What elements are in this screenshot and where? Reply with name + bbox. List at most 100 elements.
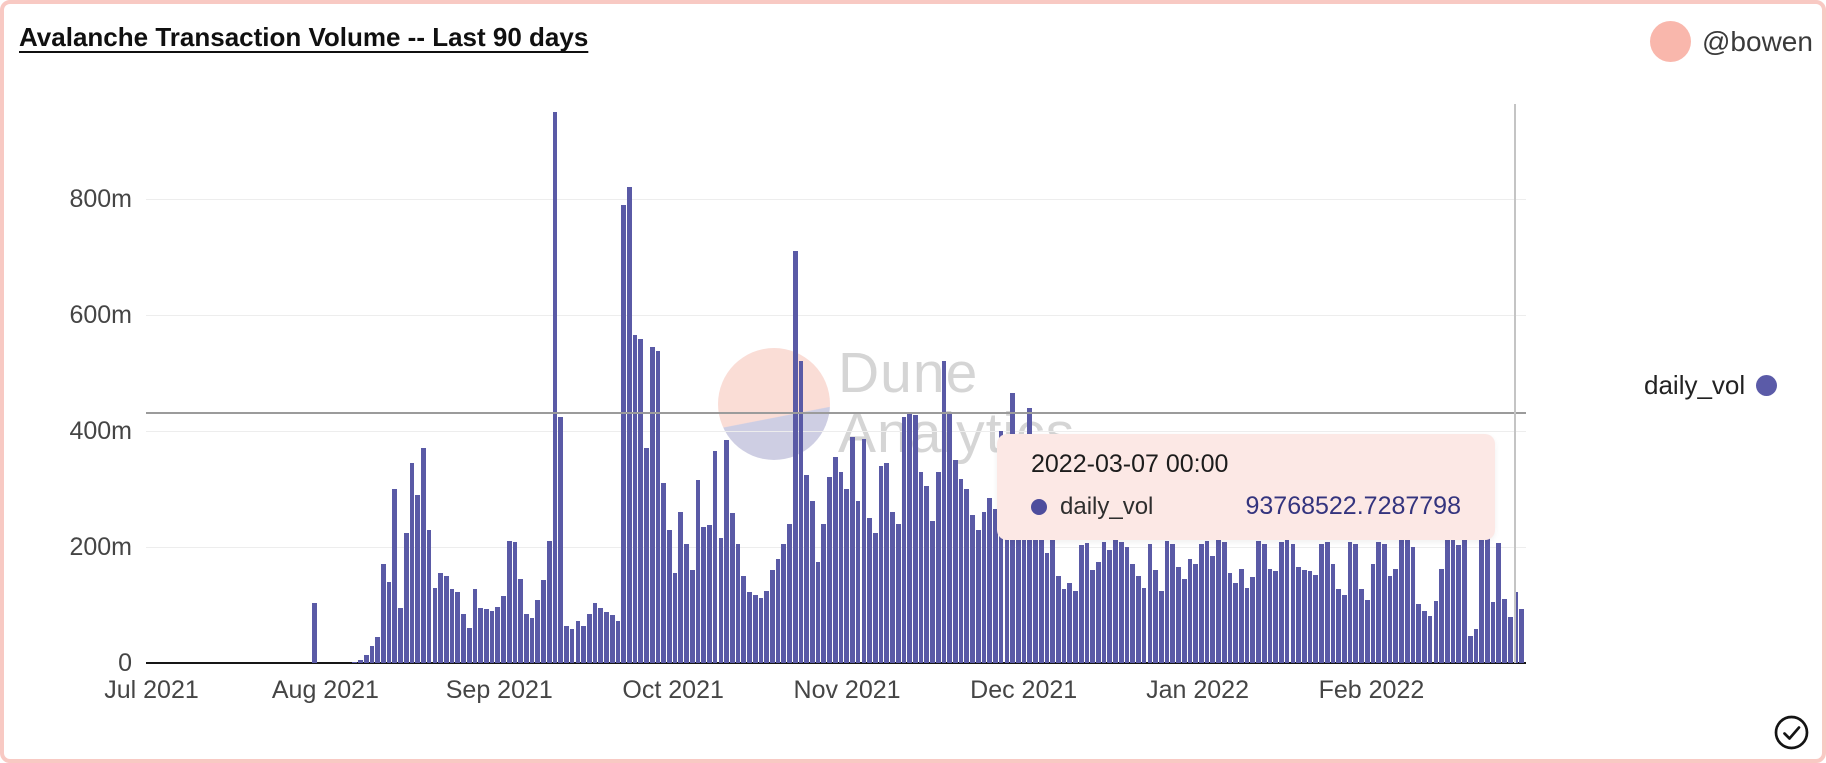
bar[interactable] [1416,603,1422,663]
bar[interactable] [684,544,689,663]
bar[interactable] [667,529,672,663]
bar[interactable] [661,483,666,663]
bar[interactable] [935,471,941,663]
bar[interactable] [798,361,804,663]
bar[interactable] [564,626,569,663]
bar[interactable] [1484,523,1490,663]
bar[interactable] [821,523,827,663]
bar[interactable] [621,204,626,663]
bar[interactable] [1004,477,1010,663]
bar[interactable] [615,620,621,663]
bar[interactable] [1050,515,1055,663]
bar[interactable] [712,451,718,663]
bar[interactable] [426,529,432,663]
bar[interactable] [1364,600,1370,663]
bar[interactable] [1404,523,1410,663]
bar[interactable] [964,489,970,663]
bar[interactable] [1147,544,1153,663]
bar[interactable] [1507,617,1513,663]
bar[interactable] [472,588,478,663]
bar[interactable] [592,603,598,663]
bar[interactable] [1015,520,1021,663]
bar[interactable] [855,500,861,663]
bar[interactable] [1136,576,1141,663]
bar[interactable] [1410,547,1416,663]
bar[interactable] [1061,588,1067,663]
bar[interactable] [541,580,546,663]
bar[interactable] [1164,541,1170,663]
bar[interactable] [438,573,443,663]
bar[interactable] [1073,590,1078,663]
bar[interactable] [1055,576,1061,663]
bar[interactable] [1479,526,1484,663]
bar[interactable] [1319,544,1324,663]
bar[interactable] [895,523,901,663]
bar[interactable] [1210,555,1216,663]
bar[interactable] [1376,542,1381,663]
bar[interactable] [781,544,787,663]
bar[interactable] [1267,569,1273,663]
bar[interactable] [381,564,386,663]
bar[interactable] [1107,549,1113,663]
bar[interactable] [729,513,735,663]
bar[interactable] [953,460,958,663]
bar[interactable] [1239,569,1244,663]
bar[interactable] [689,570,695,663]
bar[interactable] [1084,542,1090,663]
bar[interactable] [1176,567,1181,663]
bar[interactable] [1124,547,1130,663]
bar[interactable] [1279,542,1284,663]
bar[interactable] [649,346,655,663]
bar[interactable] [604,611,609,663]
bar[interactable] [918,471,924,663]
bar[interactable] [890,512,895,663]
bar[interactable] [872,532,878,663]
bar[interactable] [1021,518,1027,663]
bar[interactable] [958,478,964,663]
bar[interactable] [409,462,415,663]
bar[interactable] [1227,573,1233,663]
bar[interactable] [1261,544,1267,663]
bar[interactable] [752,594,758,663]
bar[interactable] [1307,571,1313,663]
bar[interactable] [1233,582,1238,663]
bar[interactable] [1090,570,1095,663]
bar[interactable] [609,615,615,663]
bar[interactable] [1290,544,1296,663]
bar[interactable] [1130,564,1136,663]
bar[interactable] [947,413,952,663]
bar[interactable] [701,526,707,663]
bar[interactable] [924,486,930,663]
bar[interactable] [403,532,409,663]
bar[interactable] [764,590,769,663]
bar[interactable] [1044,552,1050,663]
bar[interactable] [1118,542,1124,663]
bar[interactable] [1078,545,1084,663]
bar[interactable] [1422,610,1427,663]
bar[interactable] [598,607,604,663]
bar[interactable] [1393,569,1399,663]
bar[interactable] [535,600,541,663]
bar[interactable] [1439,569,1444,663]
bar[interactable] [638,339,644,663]
bar[interactable] [529,617,535,663]
bar[interactable] [804,474,809,663]
bar[interactable] [655,350,661,663]
bar[interactable] [724,439,729,663]
bar[interactable] [1256,541,1261,663]
legend-item-daily-vol[interactable]: daily_vol [1644,370,1778,401]
bar[interactable] [575,620,581,663]
bar[interactable] [1353,544,1359,663]
bar[interactable] [483,609,489,663]
bar[interactable] [586,613,592,663]
bar[interactable] [832,457,838,663]
bar[interactable] [678,512,684,663]
bar[interactable] [850,436,855,663]
bar[interactable] [1444,529,1450,663]
bar[interactable] [1170,544,1176,663]
bar[interactable] [443,576,449,663]
bar[interactable] [1296,567,1301,663]
bar[interactable] [718,538,724,663]
bar[interactable] [1284,540,1290,663]
bar[interactable] [489,610,495,663]
